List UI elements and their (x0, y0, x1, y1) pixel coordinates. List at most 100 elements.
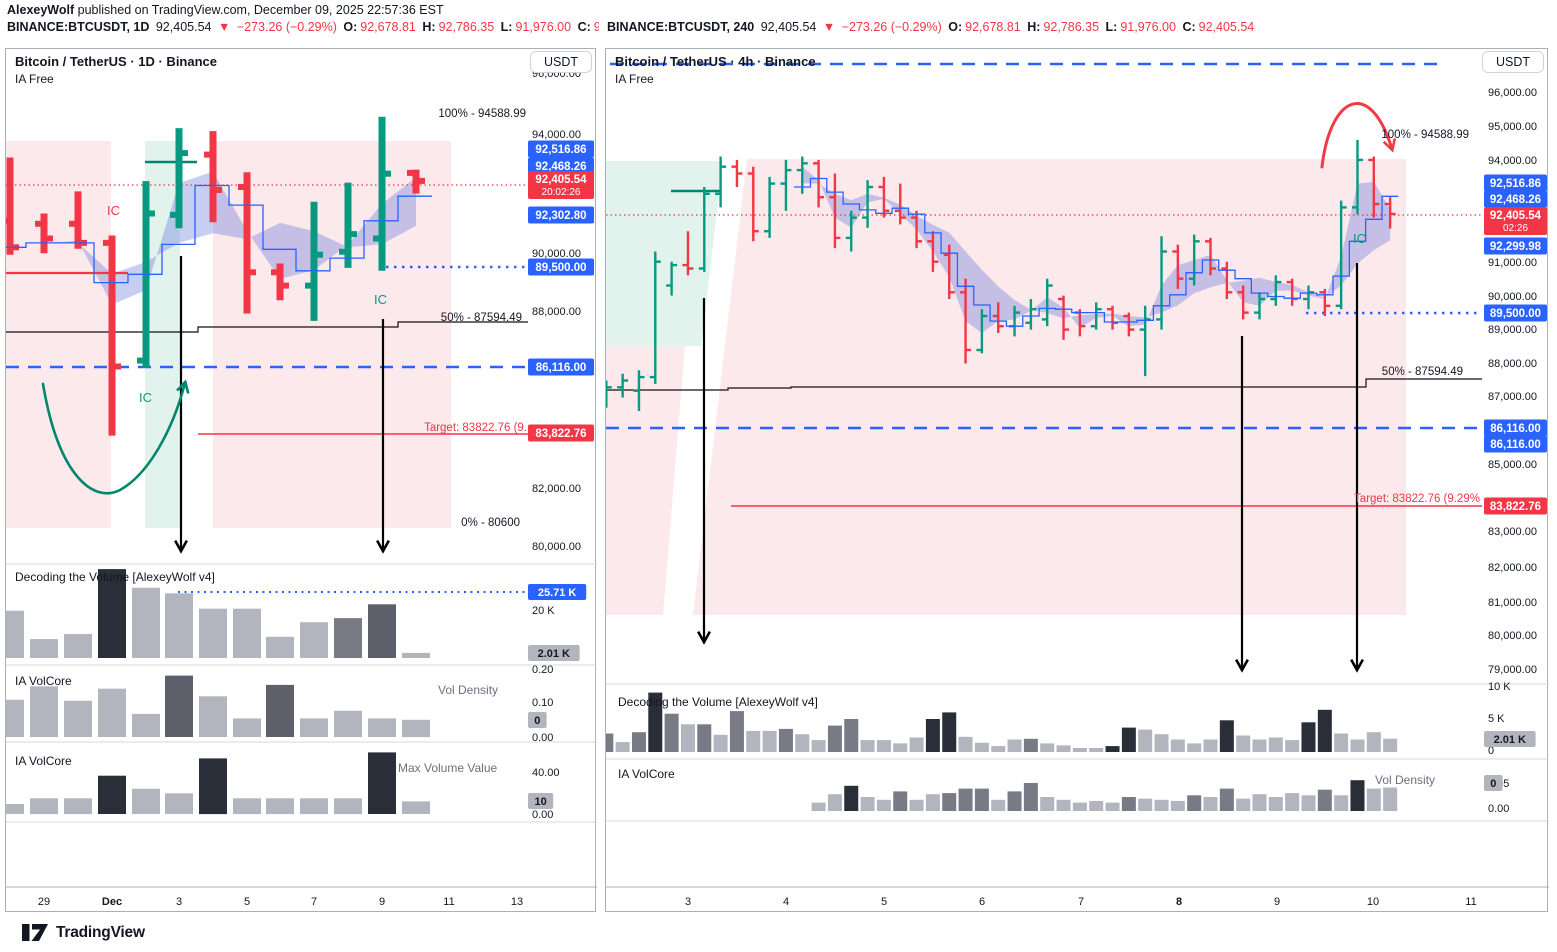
date-label: 10 (1367, 896, 1379, 908)
chart-canvas-4h[interactable]: 10 K5 K02.01 K0.050.000100% - 94588.9950… (606, 49, 1549, 913)
indicator-scale-tick: 0 (1488, 745, 1494, 757)
volume-bar (165, 793, 193, 814)
date-label: 7 (1078, 896, 1084, 908)
price-flag (1484, 207, 1547, 235)
volume-bar (132, 587, 160, 658)
volume-bar (1219, 720, 1234, 752)
volume-bar (648, 692, 663, 752)
date-label: 9 (1274, 896, 1280, 908)
volume-bar (729, 711, 744, 752)
low-value: 91,976.00 (1120, 20, 1176, 34)
volume-bar (1023, 738, 1038, 752)
price-flag (1484, 497, 1547, 515)
volume-bar (876, 740, 891, 752)
volume-bar (811, 740, 826, 752)
symbol-quote-line-4h: BINANCE:BTCUSDT, 240 92,405.54 ▼ −273.26… (607, 20, 1548, 34)
tradingview-logo: TradingView (22, 922, 145, 943)
volume-bar (827, 794, 842, 811)
volume-bar (199, 758, 227, 815)
volume-bar (606, 733, 614, 752)
annotation-text: 50% - 87594.49 (1382, 366, 1463, 378)
price-flag (1484, 237, 1547, 255)
price-tick-label: 82,000.00 (1488, 562, 1537, 574)
price-flag-text: 92,468.26 (535, 161, 586, 173)
chart-panel-4h: 10 K5 K02.01 K0.050.000100% - 94588.9950… (605, 48, 1549, 913)
price-flag-text: 92,405.54 (1490, 210, 1542, 222)
price-flag (528, 258, 594, 276)
price-flag-countdown: 02:26 (1503, 223, 1528, 234)
volume-bar (165, 593, 193, 658)
indicator-scale-tick: 20 K (532, 605, 555, 617)
date-label: 3 (685, 896, 691, 908)
annotation-text: IC (1353, 231, 1366, 246)
volume-bar (334, 798, 362, 815)
volume-bar (1285, 740, 1300, 752)
price-tick-label: 89,000.00 (1488, 324, 1537, 336)
price-tick-label: 90,000.00 (532, 248, 581, 260)
chart-subtitle-daily: IA Free (15, 72, 54, 86)
indicator-value-flag-text: 2.01 K (1494, 734, 1526, 746)
volume-bar (6, 610, 24, 658)
price-flag-text: 83,822.76 (535, 428, 586, 440)
pane-title-volume-4h: Decoding the Volume [AlexeyWolf v4] (618, 695, 818, 709)
date-label: Dec (102, 896, 122, 908)
price-tick-label: 80,000.00 (532, 541, 581, 553)
price-change: −273.26 (−0.29%) (236, 20, 337, 34)
tradingview-logo-icon (22, 924, 48, 941)
volume-bar (974, 788, 989, 811)
tradingview-logo-text: TradingView (56, 923, 145, 941)
volume-bar (1040, 743, 1055, 752)
currency-button-4h[interactable]: USDT (1482, 51, 1544, 73)
time-scale[interactable] (6, 887, 597, 913)
currency-button-daily[interactable]: USDT (530, 51, 592, 73)
price-flag-text: 92,299.98 (1490, 241, 1542, 253)
volume-bar (199, 608, 227, 658)
volume-bar (1203, 797, 1218, 811)
price-flag (1484, 190, 1547, 208)
price-flag-text: 86,116.00 (1490, 439, 1541, 451)
volume-bar (1383, 787, 1398, 811)
annotation-text: IC (107, 203, 120, 218)
volume-bar (1366, 732, 1381, 752)
indicator-value-flag-text: 0 (534, 715, 540, 727)
pane-title-volcore2-daily: IA VolCore (15, 754, 72, 768)
volume-bar (1056, 745, 1071, 752)
price-tick-label: 90,000.00 (1488, 291, 1537, 303)
down-triangle-icon: ▼ (217, 20, 231, 34)
price-scale[interactable] (1482, 49, 1549, 887)
price-tick-label: 94,000.00 (1488, 155, 1537, 167)
volume-bar (1089, 800, 1104, 811)
down-triangle-icon: ▼ (822, 20, 836, 34)
indicator-scale-tick: 40.00 (532, 767, 560, 779)
volume-bar (860, 797, 875, 811)
attribution-text: published on TradingView.com, December 0… (74, 3, 444, 17)
open-label: O: (343, 20, 358, 34)
volume-bar (958, 788, 973, 811)
annotation-text: 50% - 87594.49 (441, 312, 522, 324)
price-flag-text: 92,302.80 (535, 210, 586, 222)
chart-canvas-daily[interactable]: 20 K25.71 K2.01 K0.200.100.00040.000.001… (6, 49, 597, 913)
price-flag (528, 140, 594, 158)
step-baseline (6, 184, 432, 284)
volume-bar (1121, 797, 1136, 811)
symbol-quote-line-daily: BINANCE:BTCUSDT, 1D 92,405.54 ▼ −273.26 … (7, 20, 599, 34)
pane-caption-vol-density-4h: Vol Density (1375, 773, 1436, 787)
date-label: 3 (176, 896, 182, 908)
volume-bar (1203, 739, 1218, 752)
time-scale[interactable] (606, 887, 1549, 913)
volume-bar (233, 798, 261, 815)
volume-bar (98, 569, 126, 658)
price-tick-label: 94,000.00 (532, 129, 581, 141)
price-flag (1484, 304, 1547, 322)
volume-bar (98, 775, 126, 814)
attribution-line: AlexeyWolf published on TradingView.com,… (7, 3, 444, 17)
date-label: 6 (979, 896, 985, 908)
volume-bar (233, 608, 261, 658)
price-scale[interactable] (528, 49, 597, 887)
green-zone (145, 141, 180, 528)
volume-bar (795, 734, 810, 752)
volume-bar (300, 798, 328, 815)
green-swoosh-arrow (41, 383, 185, 495)
volume-bar (300, 718, 328, 737)
price-tick-label: 83,000.00 (1488, 526, 1537, 538)
